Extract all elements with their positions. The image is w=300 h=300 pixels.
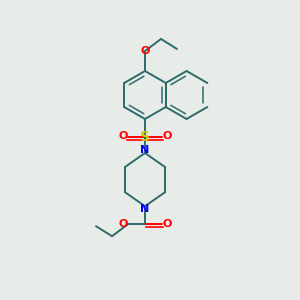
Text: S: S <box>140 130 150 144</box>
Text: O: O <box>118 131 128 141</box>
Text: O: O <box>140 46 150 56</box>
Text: N: N <box>140 204 150 214</box>
Text: O: O <box>162 131 172 141</box>
Text: O: O <box>118 219 128 229</box>
Text: O: O <box>162 219 172 229</box>
Text: N: N <box>140 145 150 155</box>
